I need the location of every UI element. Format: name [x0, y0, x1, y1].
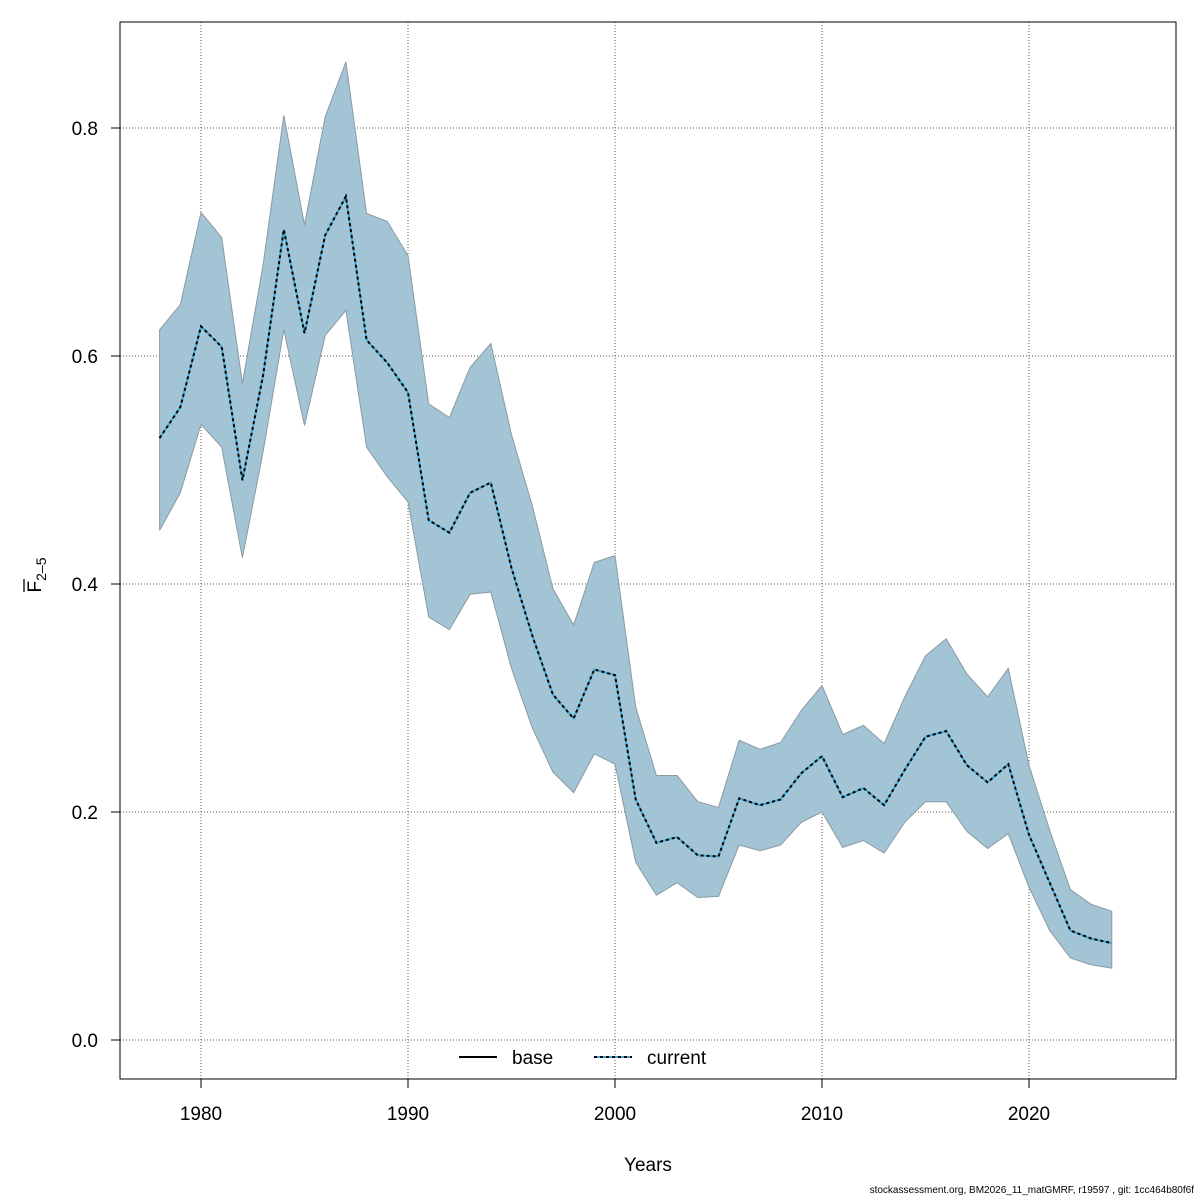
- legend-base-label: base: [512, 1048, 553, 1069]
- y-tick-label: 0.2: [72, 803, 98, 824]
- axes: 1980 1990 2000 2010 2020 0.0 0.2 0.4 0.6 0.8: [72, 119, 1051, 1125]
- y-tick-label: 0.6: [72, 347, 98, 368]
- y-tick-label: 0.0: [72, 1031, 98, 1052]
- series-line-current: [158, 193, 1113, 945]
- plot-box: [119, 21, 1177, 1080]
- y-tick-label: 0.8: [72, 119, 98, 140]
- legend: base current: [459, 1048, 707, 1069]
- y-axis-label-main: F: [25, 581, 46, 593]
- x-tick-label: 2000: [594, 1104, 636, 1125]
- svg-text:F2–5: F2–5: [25, 557, 49, 592]
- confidence-band: [159, 61, 1113, 969]
- x-axis-label: Years: [624, 1155, 672, 1176]
- x-tick-label: 2020: [1008, 1104, 1050, 1125]
- y-axis-label-subscript: 2–5: [33, 557, 49, 581]
- x-tick-label: 2010: [801, 1104, 843, 1125]
- y-axis-label: F2–5: [23, 557, 49, 592]
- x-tick-label: 1980: [180, 1104, 222, 1125]
- footer-note: stockassessment.org, BM2026_11_matGMRF, …: [869, 1185, 1194, 1196]
- y-tick-label: 0.4: [72, 575, 99, 596]
- legend-current-label: current: [647, 1048, 707, 1069]
- x-tick-label: 1990: [387, 1104, 429, 1125]
